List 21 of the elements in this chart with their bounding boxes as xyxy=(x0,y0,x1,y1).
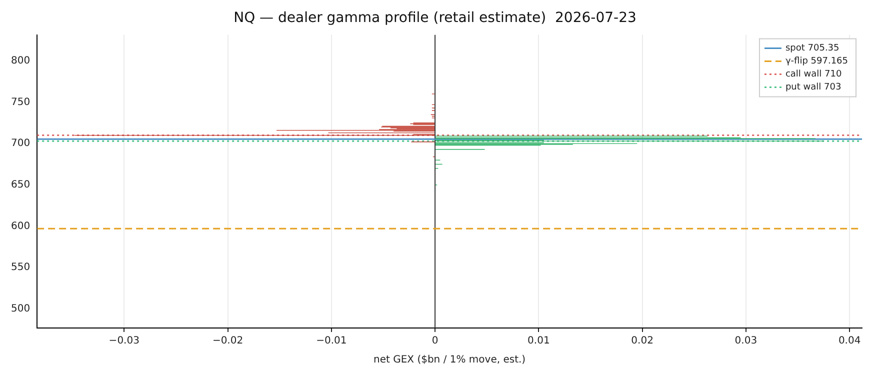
x-tick-label: −0.01 xyxy=(316,336,347,347)
y-tick-label: 700 xyxy=(10,138,30,150)
legend-label: γ-flip 597.165 xyxy=(785,56,848,67)
x-tick-label: 0.02 xyxy=(631,336,654,347)
x-tick-label: 0 xyxy=(432,336,438,347)
y-tick-label: 600 xyxy=(10,220,30,232)
x-axis-title: net GEX ($bn / 1% move, est.) xyxy=(374,354,526,366)
y-tick-label: 500 xyxy=(10,304,30,315)
y-tick-label: 750 xyxy=(10,96,30,108)
y-tick-label: 550 xyxy=(10,262,30,274)
x-tick-label: 0.03 xyxy=(734,336,758,347)
legend-label: call wall 710 xyxy=(785,70,842,80)
y-tick-label: 650 xyxy=(10,180,30,191)
x-tick-label: −0.03 xyxy=(108,336,140,347)
x-tick-label: 0.04 xyxy=(838,336,861,347)
x-tick-label: −0.02 xyxy=(212,336,244,347)
legend-label: put wall 703 xyxy=(785,82,842,93)
legend-label: spot 705.35 xyxy=(785,44,840,54)
chart-title: NQ — dealer gamma profile (retail estimate) 2026-07-23 xyxy=(234,10,636,26)
x-tick-label: 0.01 xyxy=(528,336,550,347)
y-tick-label: 800 xyxy=(10,55,30,66)
